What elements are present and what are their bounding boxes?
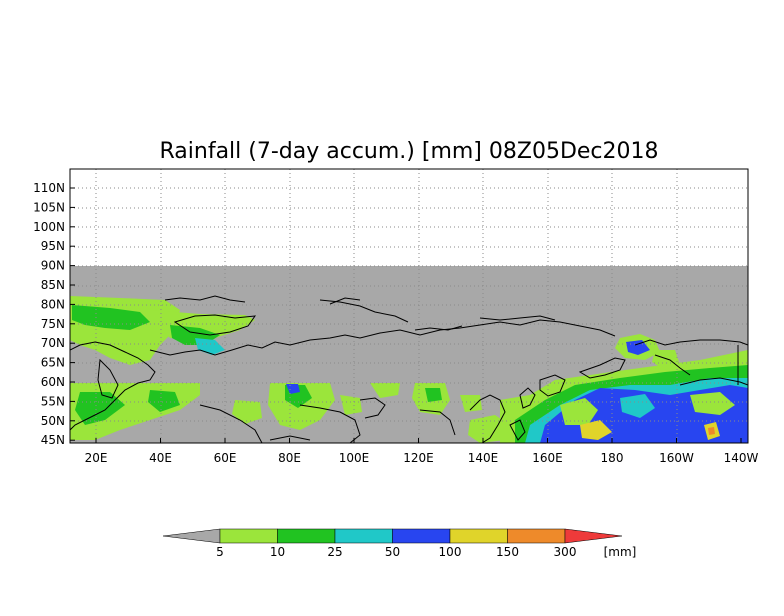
lat-tick-label: 65N [41, 356, 65, 370]
colorbar-level-label: 5 [216, 545, 224, 559]
colorbar-level-label: 150 [496, 545, 519, 559]
colorbar-level-label: 25 [327, 545, 342, 559]
lon-tick-label: 100E [339, 451, 370, 465]
lon-tick-label: 120E [403, 451, 434, 465]
lat-tick-label: 90N [41, 259, 65, 273]
colorbar-swatch [219, 528, 278, 544]
lon-tick-label: 180 [601, 451, 624, 465]
lat-tick-label: 110N [33, 181, 65, 195]
colorbar-level-label: 10 [270, 545, 285, 559]
lat-tick-label: 45N [41, 433, 65, 447]
lat-tick-label: 55N [41, 394, 65, 408]
colorbar-swatch [277, 528, 336, 544]
lon-tick-label: 60E [214, 451, 237, 465]
lat-tick-label: 85N [41, 278, 65, 292]
colorbar-level-label: 50 [385, 545, 400, 559]
lat-tick-label: 80N [41, 297, 65, 311]
colorbar-swatch [392, 528, 451, 544]
latitude-axis [70, 187, 75, 441]
lat-tick-label: 75N [41, 317, 65, 331]
coastlines [70, 295, 748, 443]
lat-tick-label: 95N [41, 239, 65, 253]
longitude-axis [95, 438, 742, 443]
colorbar-level-label: 100 [439, 545, 462, 559]
lon-tick-label: 20E [85, 451, 108, 465]
plot-border [69, 168, 749, 444]
lon-tick-label: 140E [468, 451, 499, 465]
colorbar-swatch [507, 528, 566, 544]
colorbar-swatch [449, 528, 508, 544]
lon-tick-label: 40E [149, 451, 172, 465]
lat-tick-label: 70N [41, 336, 65, 350]
colorbar-unit-label: [mm] [604, 545, 637, 559]
colorbar-legend: 5 10 25 50 100 150 300 [mm] [162, 528, 637, 559]
lon-tick-label: 160E [532, 451, 563, 465]
map-title: Rainfall (7-day accum.) [mm] 08Z05Dec201… [159, 139, 658, 164]
colorbar-swatch [334, 528, 393, 544]
lon-tick-label: 80E [278, 451, 301, 465]
lat-tick-label: 60N [41, 375, 65, 389]
lon-tick-label: 160W [659, 451, 694, 465]
colorbar-level-label: 300 [554, 545, 577, 559]
colorbar-over-triangle [564, 528, 623, 544]
lon-tick-label: 140W [724, 451, 759, 465]
graticule [70, 169, 748, 443]
lat-tick-label: 105N [33, 200, 65, 214]
lat-tick-label: 100N [33, 220, 65, 234]
lat-tick-label: 50N [41, 414, 65, 428]
colorbar-under-triangle [162, 528, 221, 544]
